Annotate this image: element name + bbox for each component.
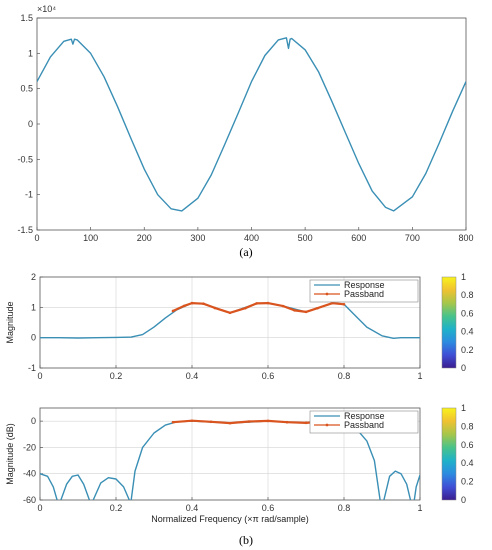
y-exponent-label: ×10⁴ (37, 4, 56, 14)
series-line-signal (37, 37, 466, 212)
x-tick-label: 0.6 (262, 503, 275, 513)
x-tick-label: 100 (83, 233, 98, 243)
colorbar-tick-label: 0.6 (461, 308, 474, 318)
passband-marker (228, 421, 232, 425)
x-tick-label: 0 (37, 371, 42, 381)
passband-marker (285, 420, 289, 424)
colorbar-tick-label: 0.4 (461, 327, 474, 337)
y-tick-label: 0 (31, 416, 36, 426)
y-tick-label: -60 (23, 495, 36, 505)
passband-marker (190, 419, 194, 423)
x-tick-label: 200 (137, 233, 152, 243)
x-tick-label: 0.8 (338, 371, 351, 381)
x-tick-label: 400 (244, 233, 259, 243)
passband-marker (228, 311, 232, 315)
plot-frame (39, 276, 421, 369)
y-tick-label: -40 (23, 469, 36, 479)
y-tick-label: -0.5 (17, 154, 33, 164)
legend-label: Passband (344, 289, 384, 299)
legend-label: Passband (344, 420, 384, 430)
series-line-response (60, 474, 91, 500)
passband-marker (266, 301, 270, 305)
x-tick-label: 300 (190, 233, 205, 243)
y-tick-label: 0 (31, 333, 36, 343)
colorbar-tick-label: 0.2 (461, 345, 474, 355)
colorbar-tick-label: 0.8 (461, 290, 474, 300)
series-line-response (383, 470, 412, 500)
colorbar-tick-label: 0.4 (461, 458, 474, 468)
passband-marker (202, 302, 205, 305)
x-tick-label: 0.4 (186, 371, 199, 381)
passband-marker (304, 310, 308, 314)
passband-marker (190, 301, 194, 305)
passband-marker (209, 420, 213, 424)
passband-marker (316, 306, 319, 310)
passband-marker (171, 420, 175, 424)
caption-a: (a) (239, 245, 252, 259)
passband-marker (247, 420, 251, 423)
passband-marker (171, 309, 175, 313)
y-tick-label: -20 (23, 442, 36, 452)
passband-marker (293, 309, 296, 312)
y-tick-label: -1 (25, 190, 33, 200)
passband-marker (183, 304, 186, 308)
colorbar (441, 407, 457, 501)
series-line-response (92, 477, 130, 500)
x-tick-label: 1 (417, 503, 422, 513)
caption-b: (b) (239, 533, 253, 547)
y-tick-label: 1.5 (20, 13, 33, 23)
passband-marker (266, 419, 270, 423)
legend-label: Response (344, 411, 385, 421)
series-line-response (40, 473, 58, 500)
x-axis-label: Normalized Frequency (×π rad/sample) (151, 514, 309, 524)
series-line-response (413, 474, 420, 500)
colorbar-tick-label: 1 (461, 403, 466, 413)
colorbar-tick-label: 0 (461, 363, 466, 373)
plot-frame (36, 17, 467, 231)
x-tick-label: 0.6 (262, 371, 275, 381)
y-tick-label: 1 (28, 48, 33, 58)
chart-a: 0 100 200 300 400 500 600 700 800 1.5 1 0.5 0 -0.5 -1 -… (17, 4, 473, 243)
x-tick-label: 1 (417, 371, 422, 381)
x-tick-label: 0 (37, 503, 42, 513)
x-tick-label: 0.8 (338, 503, 351, 513)
y-tick-label: 0 (28, 119, 33, 129)
colorbar-tick-label: 0.2 (461, 477, 474, 487)
chart-b-magnitude-db: 0 0.2 0.4 0.6 0.8 1 0 -20 -40 -60 Magnitude (dB) No… (5, 403, 474, 524)
plot-frame (39, 407, 421, 501)
legend-marker (325, 423, 329, 427)
chart-b-magnitude: 0 0.2 0.4 0.6 0.8 1210-1MagnitudeResponsePass… (5, 272, 474, 381)
colorbar (441, 276, 457, 369)
x-tick-label: 0 (34, 233, 39, 243)
y-axis-label: Magnitude (dB) (5, 423, 15, 485)
x-tick-label: 600 (351, 233, 366, 243)
passband-marker (281, 304, 285, 308)
passband-marker (342, 303, 346, 306)
x-tick-label: 700 (405, 233, 420, 243)
passband-marker (243, 306, 247, 310)
colorbar-tick-label: 0 (461, 495, 466, 505)
colorbar-tick-label: 0.8 (461, 421, 474, 431)
y-tick-label: -1 (28, 363, 36, 373)
series-line-response (40, 302, 420, 339)
y-tick-label: -1.5 (17, 225, 33, 235)
passband-marker (304, 421, 308, 425)
passband-marker (331, 301, 334, 305)
passband-marker (213, 306, 217, 310)
colorbar-tick-label: 1 (461, 272, 466, 282)
x-tick-label: 500 (298, 233, 313, 243)
x-tick-label: 0.2 (110, 371, 123, 381)
colorbar-tick-label: 0.6 (461, 440, 474, 450)
passband-marker (255, 302, 258, 305)
legend-label: Response (344, 280, 385, 290)
x-tick-label: 800 (458, 233, 473, 243)
x-tick-label: 0.4 (186, 503, 199, 513)
legend-marker (325, 292, 329, 296)
y-tick-label: 1 (31, 302, 36, 312)
x-tick-label: 0.2 (110, 503, 123, 513)
y-axis-label: Magnitude (5, 301, 15, 343)
y-tick-label: 2 (31, 272, 36, 282)
y-tick-label: 0.5 (20, 84, 33, 94)
